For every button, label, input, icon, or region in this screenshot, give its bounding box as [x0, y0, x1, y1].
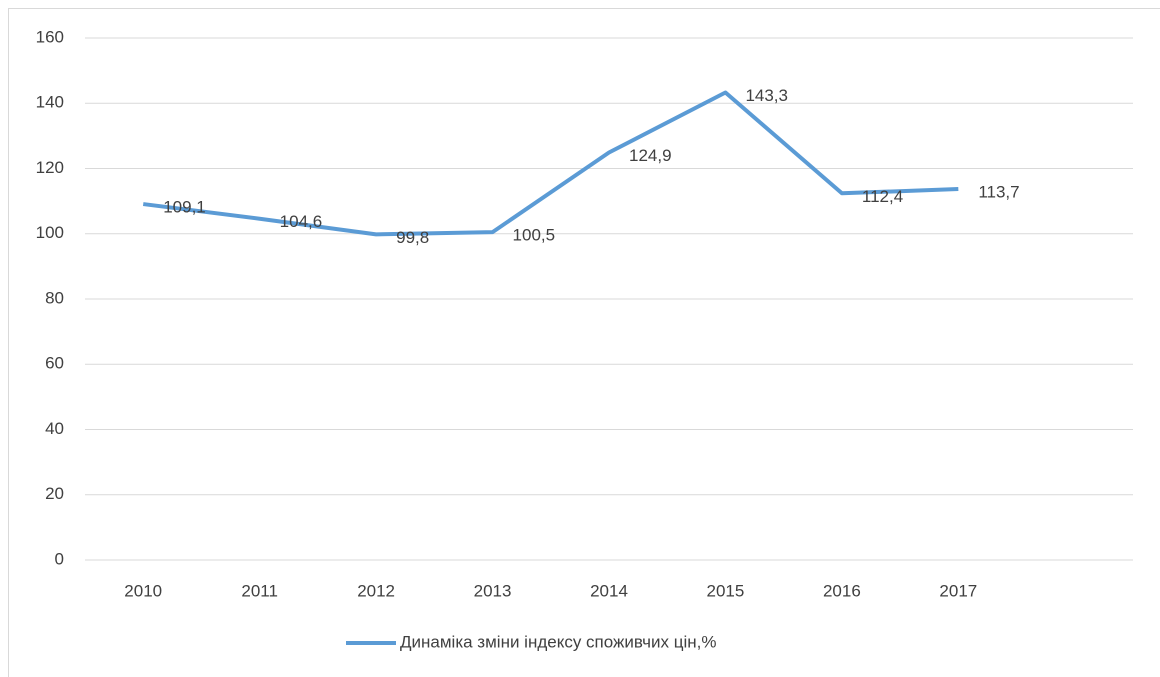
x-tick-label: 2015: [707, 581, 745, 600]
y-tick-label: 40: [45, 419, 64, 438]
legend-label: Динаміка зміни індексу споживчих цін,%: [400, 632, 716, 651]
data-label: 113,7: [978, 183, 1019, 202]
data-label: 100,5: [513, 226, 556, 245]
y-tick-label: 140: [36, 93, 64, 112]
data-label: 104,6: [280, 212, 323, 231]
x-tick-label: 2012: [357, 581, 395, 600]
y-tick-label: 20: [45, 484, 64, 503]
chart-frame: [8, 8, 1160, 677]
x-tick-label: 2014: [590, 581, 628, 600]
data-label: 112,4: [862, 187, 903, 206]
y-tick-label: 60: [45, 354, 64, 373]
y-tick-label: 120: [36, 158, 64, 177]
data-label: 143,3: [745, 86, 788, 105]
data-label: 109,1: [163, 198, 206, 217]
data-label: 124,9: [629, 146, 672, 165]
data-label: 99,8: [396, 228, 429, 247]
x-tick-label: 2011: [241, 581, 278, 600]
y-tick-label: 100: [36, 223, 64, 242]
line: [142, 90, 959, 237]
x-tick-label: 2017: [939, 581, 977, 600]
x-tick-label: 2010: [124, 581, 162, 600]
x-tick-label: 2013: [474, 581, 512, 600]
y-tick-label: 80: [45, 288, 64, 307]
x-tick-label: 2016: [823, 581, 861, 600]
y-tick-label: 0: [55, 549, 64, 568]
y-tick-label: 160: [36, 27, 64, 46]
